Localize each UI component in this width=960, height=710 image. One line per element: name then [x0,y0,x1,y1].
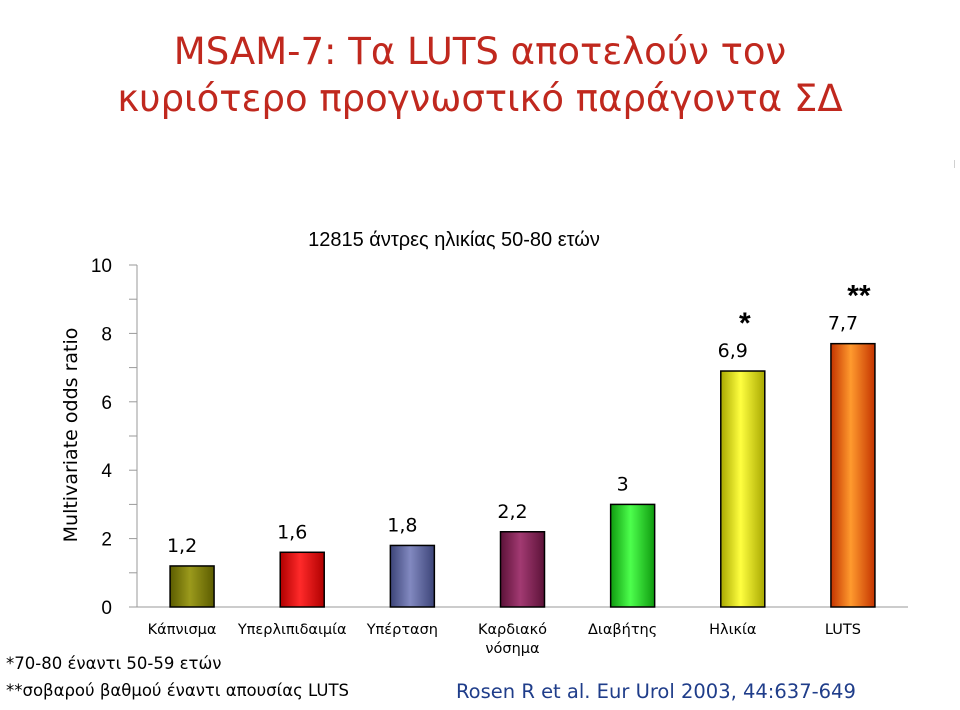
bar-7 [830,342,876,608]
significance-marker: ** [847,280,871,313]
bar-3 [389,544,436,608]
y-tick-label: 8 [101,324,112,345]
bar-4 [499,531,546,608]
footnote-age: *70-80 έναντι 50-59 ετών [6,654,222,673]
x-category-label: Διαβήτης [588,622,657,638]
x-category-label: Κάπνισμα [148,622,217,638]
bar-value-label: 1,8 [387,514,417,536]
y-tick-label: 0 [101,598,112,619]
bar-6 [720,370,766,608]
x-category-label: Καρδιακό [478,622,547,638]
slide-title-line-1: MSAM-7: Τα LUTS αποτελούν τον [173,30,787,73]
slide-title: MSAM-7: Τα LUTS αποτελούν τον κυριότερο … [0,28,960,122]
y-tick-label: 10 [91,256,112,277]
bar-value-label: 2,2 [497,501,527,523]
bar-value-label: 3 [617,473,629,495]
y-tick-label: 4 [101,461,112,482]
bar-value-label: 7,7 [828,313,858,335]
slide-title-line-2: κυριότερο προγνωστικό παράγοντα ΣΔ [117,77,843,120]
footnote-luts: **σοβαρού βαθμού έναντι απουσίας LUTS [6,681,349,700]
x-category-label: Υπερλιπιδαιμία [237,622,347,638]
x-category-label: LUTS [825,622,861,638]
y-axis-label: Multivariate odds ratio [60,328,82,543]
bar-value-label: 6,9 [718,340,748,362]
x-category-label: Υπέρταση [366,622,438,638]
x-category-label: νόσημα [485,641,539,657]
bar-5 [609,503,656,608]
y-tick-label: 2 [101,530,112,551]
bar-2 [279,551,325,608]
chart-title: 12815 άντρες ηλικίας 50-80 ετών [308,229,600,251]
y-tick-label: 6 [101,393,112,414]
edge-marker [954,160,955,168]
citation-reference: Rosen R et al. Eur Urol 2003, 44:637-649 [456,680,856,703]
bar-value-label: 1,6 [277,521,307,543]
bar-value-label: 1,2 [167,535,197,557]
x-category-label: Ηλικία [709,622,756,638]
bar-1 [169,565,215,608]
significance-marker: * [739,307,751,340]
